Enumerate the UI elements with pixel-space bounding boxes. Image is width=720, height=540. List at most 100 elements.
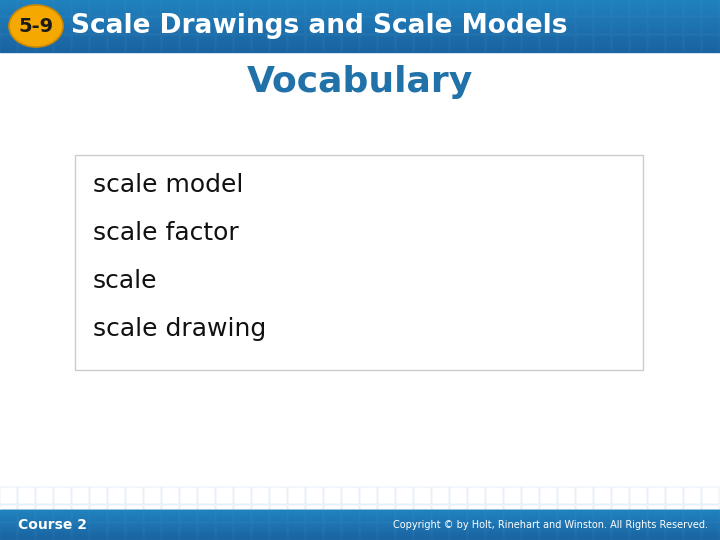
Bar xyxy=(180,505,197,522)
Bar xyxy=(306,35,323,52)
Bar xyxy=(144,523,161,540)
Bar xyxy=(432,17,449,34)
Bar xyxy=(0,512,720,514)
Bar xyxy=(162,35,179,52)
Bar xyxy=(0,523,17,540)
Bar xyxy=(468,523,485,540)
Bar xyxy=(684,35,701,52)
Bar xyxy=(0,31,720,32)
Bar xyxy=(126,523,143,540)
Bar xyxy=(0,512,720,513)
Bar xyxy=(594,35,611,52)
Bar xyxy=(90,487,107,504)
Bar xyxy=(0,13,720,14)
Bar xyxy=(702,505,719,522)
Bar xyxy=(0,15,720,16)
Bar xyxy=(0,46,720,47)
Bar xyxy=(0,35,17,52)
Bar xyxy=(378,17,395,34)
Bar xyxy=(0,526,720,527)
Bar xyxy=(360,487,377,504)
Bar xyxy=(144,17,161,34)
Bar xyxy=(360,35,377,52)
Bar xyxy=(558,0,575,16)
Bar xyxy=(108,487,125,504)
Bar xyxy=(0,516,720,517)
Bar xyxy=(0,22,720,23)
Bar xyxy=(396,0,413,16)
Bar xyxy=(378,487,395,504)
Bar xyxy=(0,23,720,24)
Bar xyxy=(360,523,377,540)
Bar xyxy=(540,17,557,34)
Bar xyxy=(378,35,395,52)
Bar xyxy=(0,12,720,13)
Text: scale model: scale model xyxy=(93,173,243,197)
Bar xyxy=(396,505,413,522)
Bar xyxy=(162,17,179,34)
Bar xyxy=(18,35,35,52)
Bar xyxy=(198,35,215,52)
Bar xyxy=(216,0,233,16)
Bar xyxy=(0,50,720,51)
Bar xyxy=(468,505,485,522)
Bar xyxy=(594,523,611,540)
Bar xyxy=(0,11,720,12)
Bar xyxy=(0,10,720,11)
Bar xyxy=(162,523,179,540)
Bar xyxy=(0,45,720,46)
Bar xyxy=(126,0,143,16)
Bar xyxy=(0,40,720,42)
Bar xyxy=(0,531,720,532)
Bar xyxy=(0,12,720,14)
Bar xyxy=(288,487,305,504)
Bar xyxy=(252,17,269,34)
Bar xyxy=(648,487,665,504)
Bar xyxy=(54,35,71,52)
Bar xyxy=(270,487,287,504)
Bar xyxy=(0,510,720,511)
Bar xyxy=(594,17,611,34)
Bar xyxy=(54,0,71,16)
Bar xyxy=(0,0,720,1)
Bar xyxy=(342,523,359,540)
Bar xyxy=(108,0,125,16)
Bar xyxy=(522,523,539,540)
Bar xyxy=(576,487,593,504)
Bar xyxy=(594,487,611,504)
Bar xyxy=(576,17,593,34)
Bar xyxy=(666,17,683,34)
Bar xyxy=(414,17,431,34)
Bar xyxy=(432,35,449,52)
Bar xyxy=(36,0,53,16)
Bar xyxy=(0,533,720,534)
Bar xyxy=(0,18,720,19)
Bar xyxy=(522,505,539,522)
Bar xyxy=(270,0,287,16)
Bar xyxy=(486,0,503,16)
Bar xyxy=(0,14,720,15)
Bar xyxy=(0,530,720,531)
Bar xyxy=(324,523,341,540)
Bar xyxy=(162,487,179,504)
Bar xyxy=(612,505,629,522)
Bar xyxy=(0,46,720,48)
Bar xyxy=(0,531,720,532)
Bar xyxy=(630,0,647,16)
Bar xyxy=(0,16,720,17)
Text: scale factor: scale factor xyxy=(93,221,239,245)
Bar xyxy=(0,510,720,511)
Bar xyxy=(54,523,71,540)
Bar xyxy=(216,17,233,34)
Bar xyxy=(0,533,720,534)
Bar xyxy=(18,523,35,540)
Bar xyxy=(450,17,467,34)
Bar xyxy=(72,505,89,522)
Bar xyxy=(0,17,17,34)
Bar xyxy=(0,38,720,39)
Bar xyxy=(0,518,720,519)
Bar xyxy=(108,35,125,52)
Bar xyxy=(0,8,720,9)
Bar xyxy=(306,487,323,504)
Bar xyxy=(234,17,251,34)
